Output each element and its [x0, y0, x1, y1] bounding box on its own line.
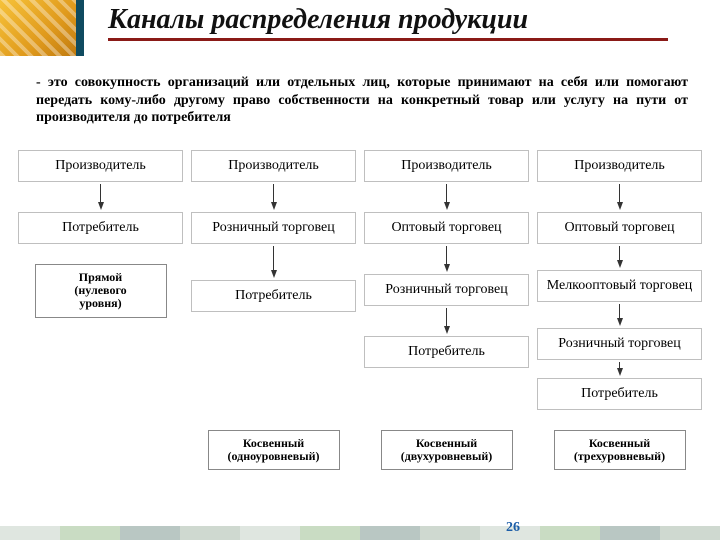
page-number: 26 [506, 520, 520, 536]
channel-node: Потребитель [364, 336, 529, 368]
arrow-down-icon [617, 362, 623, 376]
channel-node: Производитель [18, 150, 183, 182]
channel-node: Потребитель [18, 212, 183, 244]
channel-type-label: Косвенный (двухуровневый) [381, 430, 513, 470]
channel-node: Производитель [191, 150, 356, 182]
channel-node: Оптовый торговец [537, 212, 702, 244]
channels-grid: ПроизводительПотребительПрямой (нулевого… [18, 150, 702, 470]
channel-node: Розничный торговец [191, 212, 356, 244]
arrow-down-icon [617, 184, 623, 210]
footer-square [240, 526, 300, 540]
channel-node: Производитель [537, 150, 702, 182]
subtitle-text: - это совокупность организаций или отдел… [36, 74, 688, 127]
channel-type-label: Косвенный (трехуровневый) [554, 430, 686, 470]
channel-node: Мелкооптовый торговец [537, 270, 702, 302]
footer-square [540, 526, 600, 540]
arrow-down-icon [271, 246, 277, 278]
header: Каналы распределения продукции [0, 0, 720, 72]
arrow-down-icon [444, 308, 450, 334]
arrow-down-icon [617, 246, 623, 268]
channel-type-label: Прямой (нулевого уровня) [35, 264, 167, 318]
title-underline [108, 38, 668, 41]
channel-node: Потребитель [191, 280, 356, 312]
title-block: Каналы распределения продукции [108, 4, 668, 41]
page-title: Каналы распределения продукции [108, 4, 668, 36]
footer-square [660, 526, 720, 540]
arrow-down-icon [98, 184, 104, 210]
channel-node: Оптовый торговец [364, 212, 529, 244]
footer-square [120, 526, 180, 540]
channel-column-3: Производитель Оптовый торговец Мелкооптовы… [537, 150, 702, 470]
footer-square [600, 526, 660, 540]
channel-node: Потребитель [537, 378, 702, 410]
footer-square [420, 526, 480, 540]
channel-type-label: Косвенный (одноуровневый) [208, 430, 340, 470]
channel-node: Производитель [364, 150, 529, 182]
channel-node: Розничный торговец [537, 328, 702, 360]
footer-square [300, 526, 360, 540]
arrow-down-icon [271, 184, 277, 210]
channel-column-2: Производитель Оптовый торговец Розничный т… [364, 150, 529, 470]
arrow-down-icon [444, 184, 450, 210]
footer-square [180, 526, 240, 540]
channel-column-1: Производитель Розничный торговец Потребите… [191, 150, 356, 470]
arrow-down-icon [444, 246, 450, 272]
footer-square [0, 526, 60, 540]
arrow-down-icon [617, 304, 623, 326]
footer-squares [0, 518, 720, 540]
channel-column-0: Производитель Потребитель Прямой (нулевого… [18, 150, 183, 470]
slide: Каналы распределения продукции - это сов… [0, 0, 720, 540]
corner-decoration [0, 0, 84, 56]
channel-node: Розничный торговец [364, 274, 529, 306]
footer-square [60, 526, 120, 540]
footer-square [360, 526, 420, 540]
